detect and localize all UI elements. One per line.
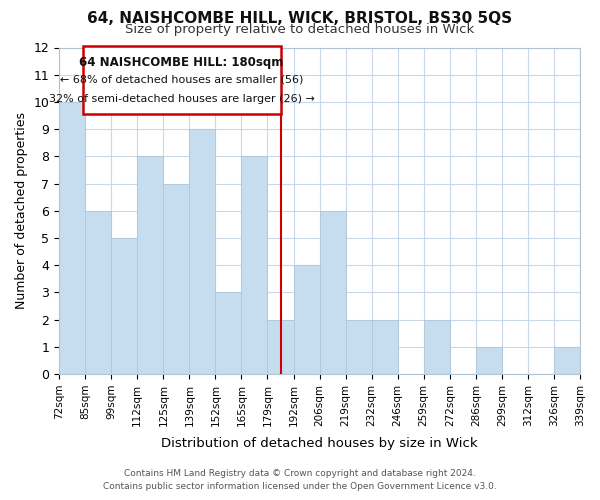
Text: Contains HM Land Registry data © Crown copyright and database right 2024.
Contai: Contains HM Land Registry data © Crown c… — [103, 470, 497, 491]
X-axis label: Distribution of detached houses by size in Wick: Distribution of detached houses by size … — [161, 437, 478, 450]
Bar — [293, 265, 320, 374]
Bar — [59, 102, 85, 374]
Bar — [241, 156, 268, 374]
Text: Size of property relative to detached houses in Wick: Size of property relative to detached ho… — [125, 22, 475, 36]
Bar — [215, 292, 241, 374]
Bar — [346, 320, 371, 374]
FancyBboxPatch shape — [83, 46, 281, 114]
Text: 32% of semi-detached houses are larger (26) →: 32% of semi-detached houses are larger (… — [49, 94, 314, 104]
Text: 64 NAISHCOMBE HILL: 180sqm: 64 NAISHCOMBE HILL: 180sqm — [79, 56, 284, 68]
Bar — [85, 211, 111, 374]
Text: ← 68% of detached houses are smaller (56): ← 68% of detached houses are smaller (56… — [60, 74, 303, 85]
Bar — [320, 211, 346, 374]
Bar — [190, 129, 215, 374]
Bar — [163, 184, 190, 374]
Bar — [111, 238, 137, 374]
Bar — [371, 320, 398, 374]
Bar — [137, 156, 163, 374]
Bar — [554, 347, 580, 374]
Y-axis label: Number of detached properties: Number of detached properties — [15, 112, 28, 310]
Bar — [268, 320, 293, 374]
Bar — [476, 347, 502, 374]
Text: 64, NAISHCOMBE HILL, WICK, BRISTOL, BS30 5QS: 64, NAISHCOMBE HILL, WICK, BRISTOL, BS30… — [88, 11, 512, 26]
Bar — [424, 320, 450, 374]
